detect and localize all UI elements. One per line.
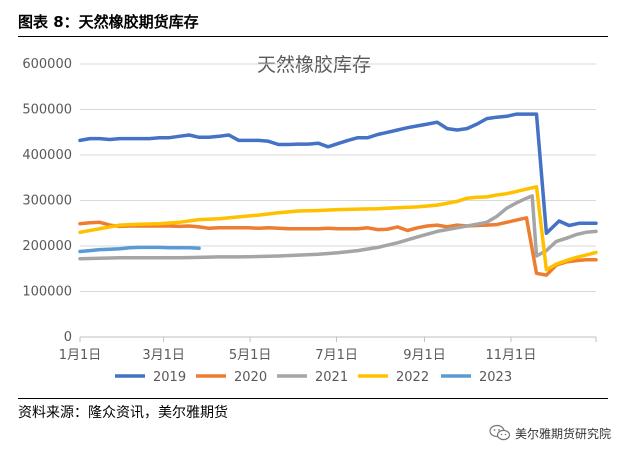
rubber-inventory-chart: 天然橡胶库存 0 100000 200000 300000 400000 500000 60… <box>22 54 598 385</box>
legend: 2019 2020 2021 2022 2023 <box>115 370 512 385</box>
watermark-text: 美尔雅期货研究院 <box>514 426 611 441</box>
y-tick-label: 500000 <box>22 103 72 118</box>
legend-label-2021: 2021 <box>315 370 348 385</box>
series-line-2020 <box>78 216 598 277</box>
y-tick-label: 300000 <box>22 194 72 209</box>
x-tick-label: 11月1日 <box>486 348 537 363</box>
watermark: 美尔雅期货研究院 <box>489 422 611 444</box>
source-note: 资料来源：隆众资讯，美尔雅期货 <box>18 405 228 421</box>
x-tick-label: 7月1日 <box>315 348 358 363</box>
series-lines <box>78 112 598 277</box>
source-note-bar: 资料来源：隆众资讯，美尔雅期货 <box>18 398 608 421</box>
x-tick-label: 1月1日 <box>59 348 102 363</box>
y-tick-label: 400000 <box>22 148 72 163</box>
legend-label-2022: 2022 <box>396 370 429 385</box>
x-tick-label: 9月1日 <box>403 348 446 363</box>
y-tick-label: 600000 <box>22 57 72 72</box>
series-line-2022 <box>78 185 598 272</box>
legend-label-2023: 2023 <box>479 370 512 385</box>
figure-caption-bar: 图表 8：天然橡胶期货库存 <box>18 6 608 37</box>
chart-title: 天然橡胶库存 <box>257 54 371 76</box>
figure-caption: 图表 8：天然橡胶期货库存 <box>18 13 199 31</box>
x-tick-label: 3月1日 <box>142 348 185 363</box>
x-axis: 1月1日 3月1日 5月1日 7月1日 9月1日 11月1日 <box>59 336 597 363</box>
series-line-2021 <box>78 194 598 261</box>
y-tick-label: 100000 <box>22 285 72 300</box>
y-axis-ticks: 0 100000 200000 300000 400000 500000 600000 <box>22 57 72 345</box>
legend-label-2020: 2020 <box>234 370 267 385</box>
series-line-2023 <box>78 245 201 254</box>
y-tick-label: 0 <box>64 330 72 345</box>
y-tick-label: 200000 <box>22 239 72 254</box>
x-tick-label: 5月1日 <box>229 348 272 363</box>
legend-label-2019: 2019 <box>153 370 186 385</box>
series-line-2019 <box>78 112 598 236</box>
wechat-icon <box>489 424 511 442</box>
